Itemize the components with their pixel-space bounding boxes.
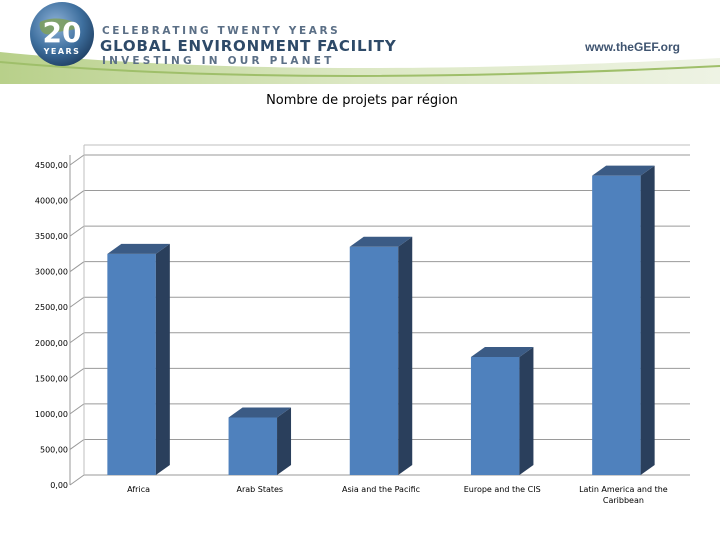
gef-banner: 20 YEARS CELEBRATING TWENTY YEARS GLOBAL… bbox=[0, 0, 720, 84]
bar-side bbox=[155, 243, 170, 475]
bar-chart: Nombre de projets par région 0,00 500,00 1… bbox=[35, 93, 690, 505]
x-tick-label: Caribbean bbox=[603, 496, 644, 505]
bar bbox=[107, 243, 170, 475]
y-tick-label: 1000,00 bbox=[35, 410, 68, 419]
chart-bars bbox=[107, 165, 655, 475]
y-tick-label: 500,00 bbox=[40, 445, 68, 454]
globe-land-icon bbox=[39, 18, 80, 35]
bar-top bbox=[228, 407, 292, 418]
x-tick-label: Latin America and the bbox=[579, 485, 668, 494]
banner-swoosh-line bbox=[0, 61, 720, 78]
bar bbox=[592, 165, 655, 475]
x-axis-ticks: Africa Arab States Asia and the Pacific Eur… bbox=[127, 485, 668, 505]
y-tick-label: 0,00 bbox=[50, 481, 68, 490]
y-tick-label: 3500,00 bbox=[35, 232, 68, 241]
x-tick-label: Arab States bbox=[236, 485, 283, 494]
gef-url-link[interactable]: www.theGEF.org bbox=[584, 40, 680, 54]
logo-number: 20 bbox=[43, 16, 82, 49]
x-tick-label: Africa bbox=[127, 485, 150, 494]
bar-top bbox=[470, 347, 534, 357]
gridline bbox=[69, 154, 690, 166]
bar-front bbox=[592, 175, 641, 475]
banner-graphic: 20 YEARS CELEBRATING TWENTY YEARS GLOBAL… bbox=[0, 2, 720, 84]
tagline-bottom: INVESTING IN OUR PLANET bbox=[102, 55, 334, 67]
bar-front bbox=[228, 417, 278, 475]
bar-front bbox=[349, 246, 399, 475]
bar-top bbox=[592, 165, 655, 176]
bar-top bbox=[349, 236, 413, 247]
y-tick-label: 4500,00 bbox=[35, 161, 68, 170]
gridline bbox=[69, 474, 690, 486]
bar bbox=[470, 347, 534, 475]
bar-top bbox=[107, 243, 170, 254]
x-tick-label: Europe and the CIS bbox=[464, 485, 541, 494]
y-tick-label: 2500,00 bbox=[35, 303, 68, 312]
bar bbox=[349, 236, 413, 475]
chart-title: Nombre de projets par région bbox=[266, 93, 458, 108]
tagline-top: CELEBRATING TWENTY YEARS bbox=[102, 25, 340, 37]
chart-grid bbox=[69, 144, 690, 486]
banner-swoosh bbox=[0, 52, 720, 84]
bar-side bbox=[277, 407, 292, 475]
bar-side bbox=[640, 165, 655, 475]
y-tick-label: 3000,00 bbox=[35, 268, 68, 277]
globe-icon bbox=[30, 2, 94, 66]
bar-front bbox=[470, 357, 520, 475]
bar bbox=[228, 407, 292, 475]
x-tick-label: Asia and the Pacific bbox=[342, 485, 420, 494]
y-tick-label: 2000,00 bbox=[35, 339, 68, 348]
bar-side bbox=[398, 236, 413, 475]
y-tick-label: 4000,00 bbox=[35, 197, 68, 206]
org-name: GLOBAL ENVIRONMENT FACILITY bbox=[100, 37, 397, 55]
bar-side bbox=[519, 347, 534, 475]
y-axis-ticks: 0,00 500,00 1000,00 1500,00 2000,00 2500,00 30… bbox=[35, 161, 68, 490]
y-tick-label: 1500,00 bbox=[35, 374, 68, 383]
logo-years: YEARS bbox=[43, 47, 81, 56]
bar-front bbox=[107, 253, 156, 475]
